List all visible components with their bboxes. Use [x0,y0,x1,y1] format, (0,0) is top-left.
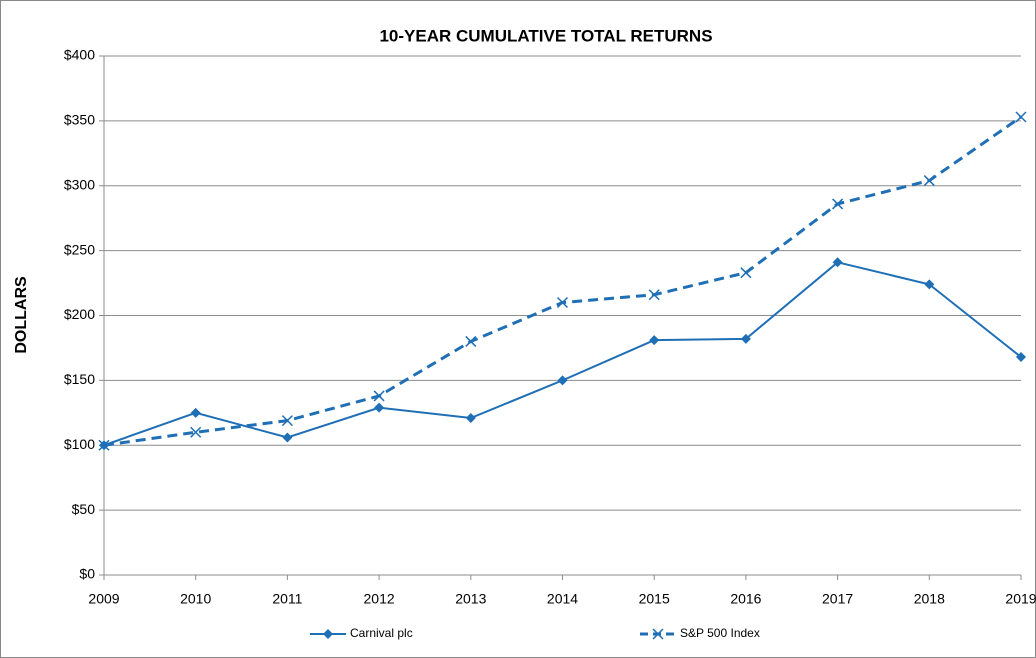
data-point [465,413,476,424]
legend-label: Carnival plc [350,626,413,640]
data-point [190,407,201,418]
data-point [98,439,110,451]
y-tick-label: $50 [72,501,96,517]
x-tick-label: 2015 [639,591,670,607]
y-tick-label: $200 [64,306,95,322]
y-tick-label: $100 [64,436,95,452]
x-tick-label: 2012 [364,591,395,607]
data-point [740,333,751,344]
x-tick-label: 2016 [730,591,761,607]
legend-marker [323,629,333,639]
data-point [373,390,385,402]
y-tick-label: $250 [64,241,95,257]
x-tick-label: 2011 [272,591,302,607]
data-point [740,267,752,279]
x-tick-label: 2017 [822,591,853,607]
legend-marker [652,628,664,640]
data-point [190,426,202,438]
data-point [923,175,935,187]
data-point [374,402,385,413]
x-tick-label: 2018 [914,591,945,607]
x-tick-label: 2014 [547,591,578,607]
legend-label: S&P 500 Index [680,626,760,640]
y-axis-label: DOLLARS [13,276,30,354]
data-point [648,289,660,301]
y-tick-label: $350 [64,112,95,128]
data-point [649,335,660,346]
data-point [556,296,569,309]
chart-title: 10-YEAR CUMULATIVE TOTAL RETURNS [379,26,712,45]
data-point [924,279,935,290]
data-point [281,415,293,427]
y-tick-label: $150 [64,371,95,387]
x-tick-label: 2013 [455,591,486,607]
y-tick-label: $0 [79,566,95,582]
data-point [832,257,843,268]
data-point [1016,352,1026,363]
data-point [557,375,568,386]
y-tick-label: $400 [64,47,95,63]
x-tick-label: 2019 [1005,591,1036,607]
y-tick-label: $300 [64,176,95,192]
data-point [1015,111,1027,123]
data-point [832,198,844,210]
x-tick-label: 2009 [88,591,119,607]
x-tick-label: 2010 [180,591,211,607]
data-point [282,432,293,443]
data-point [465,335,477,347]
